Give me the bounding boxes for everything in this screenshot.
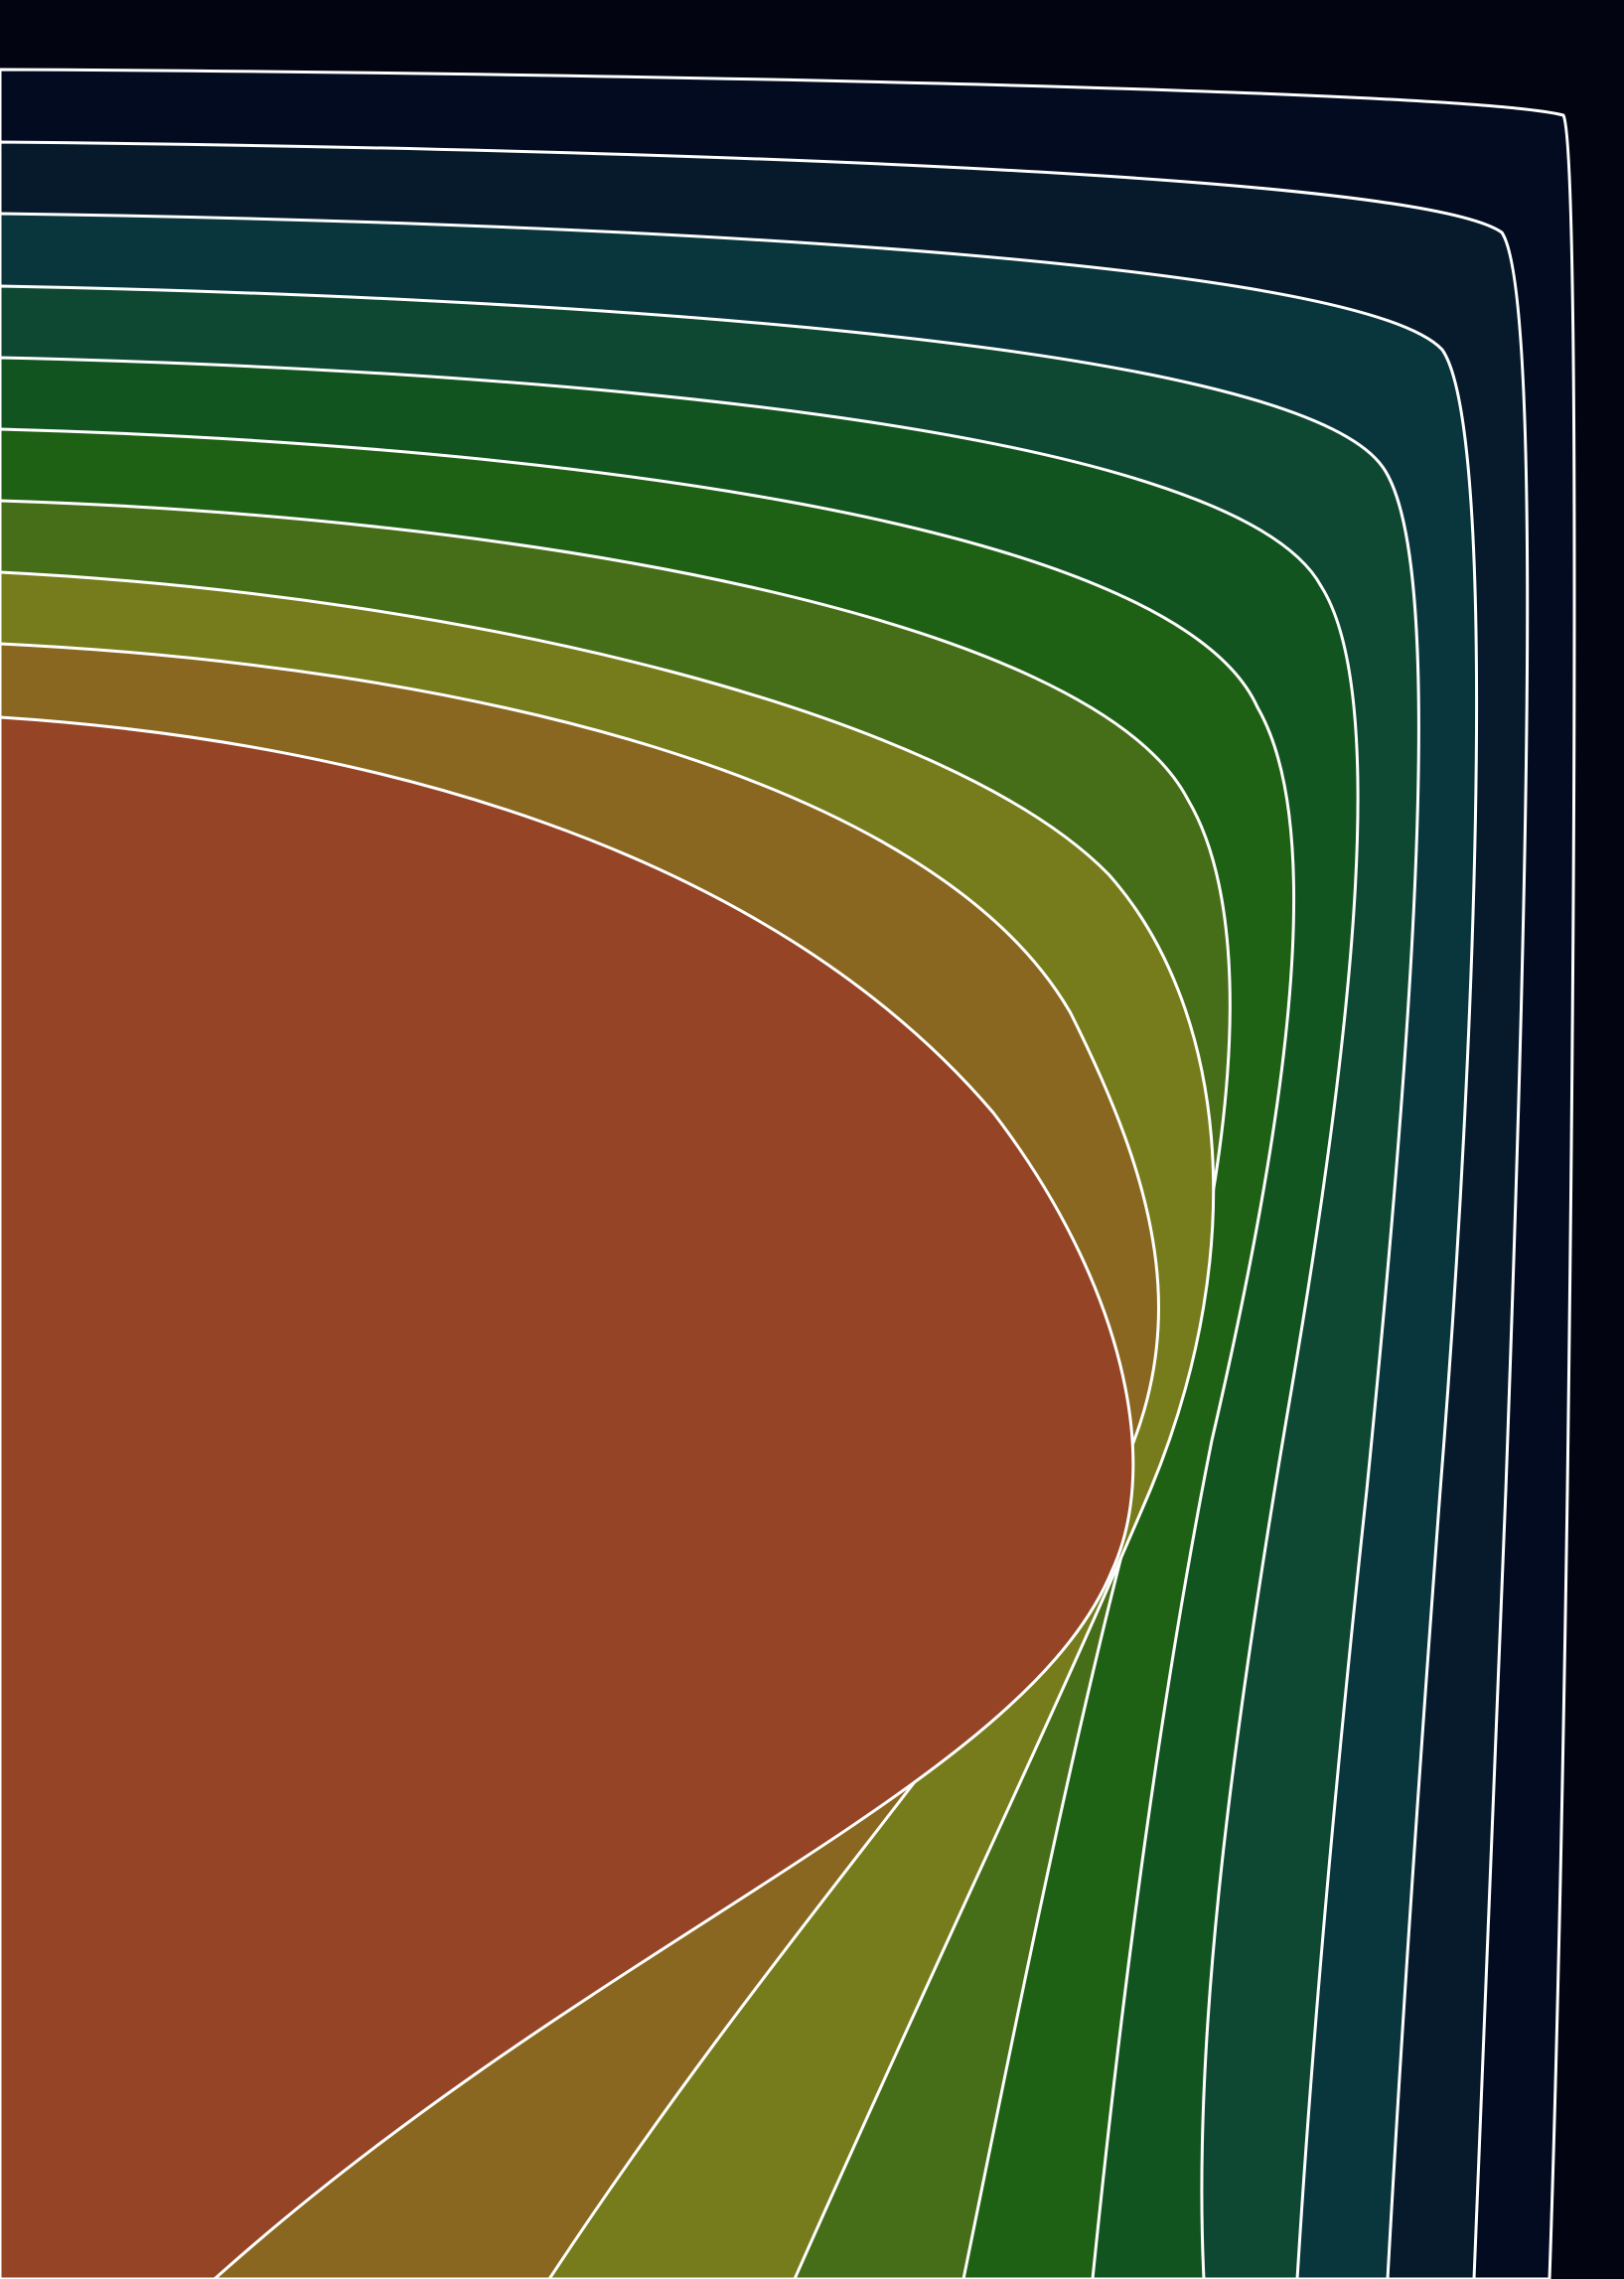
contour-band-10 (0, 715, 1135, 2279)
